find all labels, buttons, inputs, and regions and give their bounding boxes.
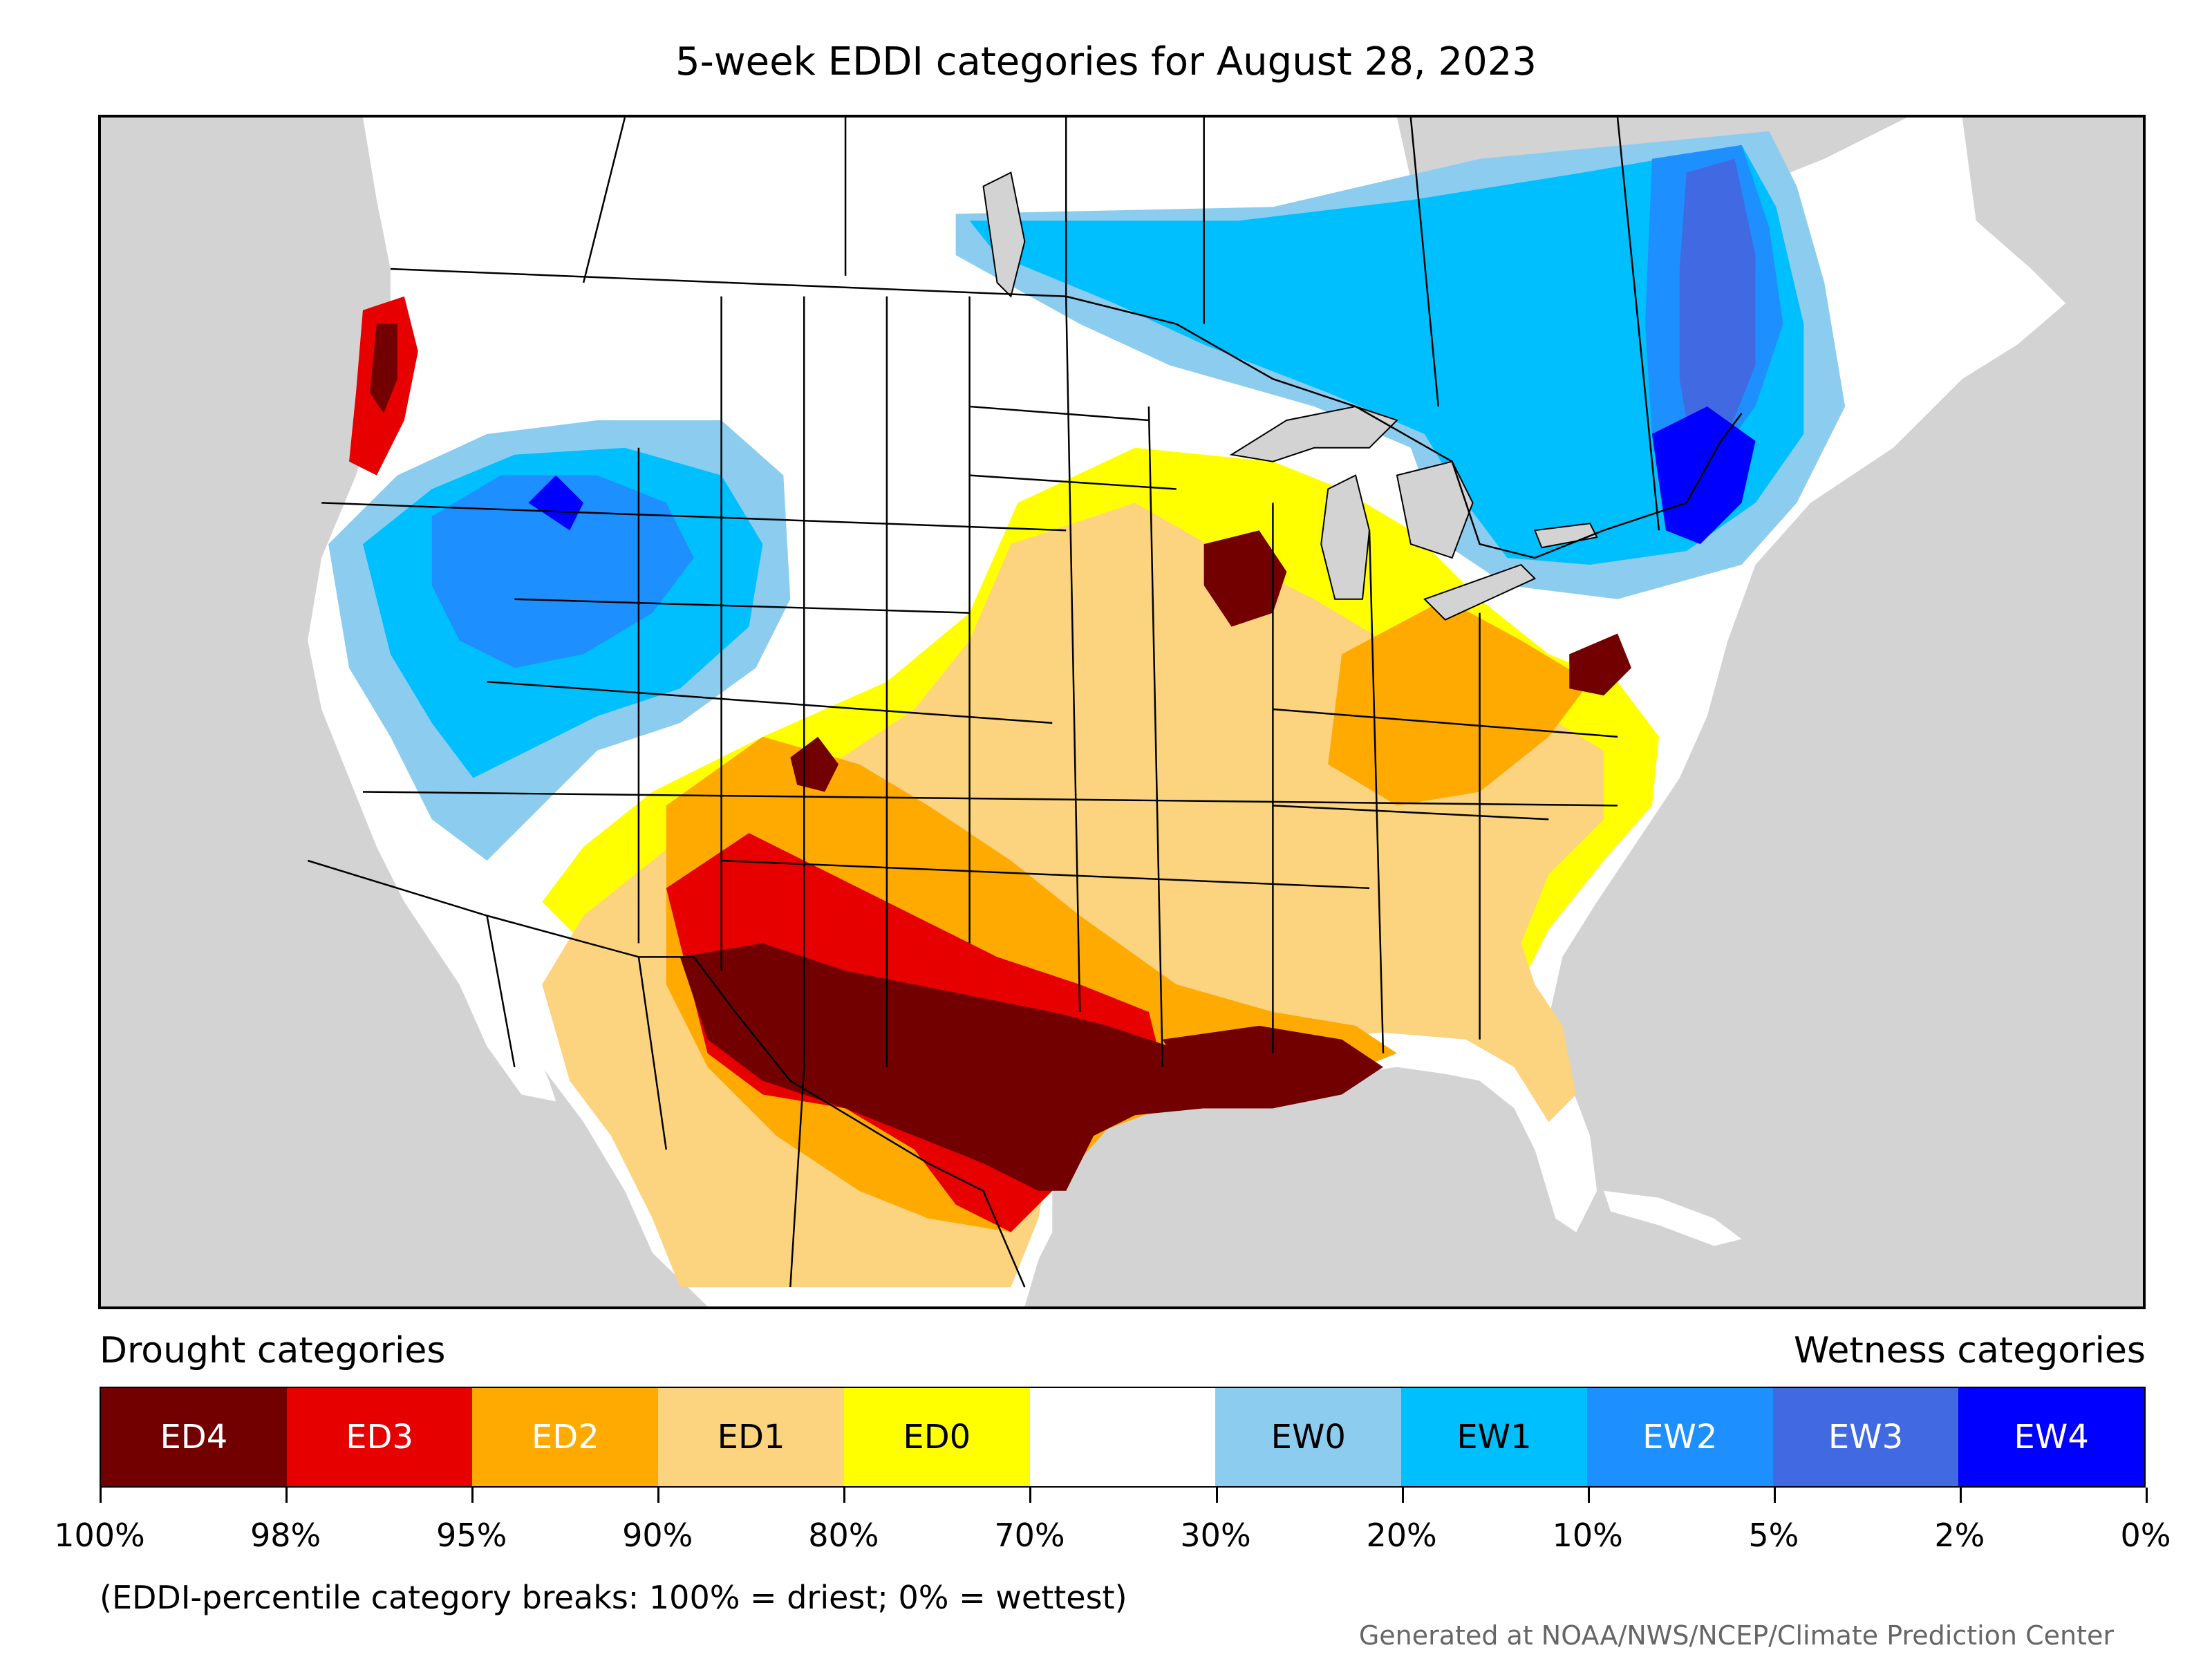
tick-mark xyxy=(471,1488,474,1503)
canada-province-lines xyxy=(582,118,1660,531)
tick-mark xyxy=(1215,1488,1218,1503)
tick-label: 5% xyxy=(1748,1517,1799,1554)
lake-erie xyxy=(1423,563,1537,621)
tick-label: 100% xyxy=(54,1517,145,1554)
credit-line: Generated at NOAA/NWS/NCEP/Climate Predi… xyxy=(1358,1620,2114,1651)
state-lines-horizontal xyxy=(321,405,1618,890)
category-break-note: (EDDI-percentile category breaks: 100% =… xyxy=(100,1579,1127,1616)
category-ed3: ED3 xyxy=(286,1388,473,1486)
category-normal xyxy=(1029,1388,1216,1486)
northeast-canada-ew1 xyxy=(969,144,1804,565)
iowa-ed4 xyxy=(1203,530,1287,627)
texas-ed4 xyxy=(679,943,1287,1191)
tick-mark xyxy=(1029,1488,1032,1503)
quebec-ew3 xyxy=(1679,158,1756,462)
category-ew0: EW0 xyxy=(1215,1388,1402,1486)
drought-categories-label: Drought categories xyxy=(100,1330,446,1371)
tick-label: 70% xyxy=(994,1517,1065,1554)
category-ew4: EW4 xyxy=(1958,1388,2145,1486)
category-ew1: EW1 xyxy=(1401,1388,1587,1486)
state-lines-vertical xyxy=(637,296,1481,1067)
tick-mark xyxy=(100,1488,102,1503)
tick-label: 90% xyxy=(622,1517,693,1554)
boundaries xyxy=(307,118,1743,1288)
category-ed4: ED4 xyxy=(101,1388,287,1486)
lake-ontario xyxy=(1533,523,1598,549)
category-ew3: EW3 xyxy=(1772,1388,1959,1486)
tick-label: 2% xyxy=(1934,1517,1985,1554)
gulf-coast-ed4 xyxy=(1162,1025,1383,1109)
lake-winnipeg xyxy=(982,171,1026,298)
lakes xyxy=(982,171,1598,621)
great-basin-ew2 xyxy=(431,475,694,668)
tick-mark xyxy=(2146,1488,2148,1503)
tick-mark xyxy=(657,1488,660,1503)
maine-ew4 xyxy=(1651,406,1756,545)
tick-label: 0% xyxy=(2120,1517,2171,1554)
us-canada-border xyxy=(390,268,1743,559)
tick-mark xyxy=(843,1488,846,1503)
pacific-northwest-ed4 xyxy=(369,324,397,414)
eddi-map xyxy=(101,118,2066,1306)
category-ew2: EW2 xyxy=(1586,1388,1773,1486)
kansas-ed4 xyxy=(790,736,839,792)
virginia-ed4 xyxy=(1569,633,1632,696)
percentile-ticks: 100% 98% 95% 90% 80% 70% 30% 20% 10% 5% 2% 0% xyxy=(54,1488,2171,1554)
tick-mark xyxy=(1959,1488,1962,1503)
lake-huron xyxy=(1396,460,1474,559)
category-ed1: ED1 xyxy=(658,1388,844,1486)
idaho-ew4 xyxy=(528,475,584,531)
wetness-regions xyxy=(328,131,1846,861)
lake-superior xyxy=(1229,406,1398,462)
ohio-valley-ed2 xyxy=(1328,599,1591,806)
tick-mark xyxy=(285,1488,288,1503)
map-panel xyxy=(98,115,2146,1309)
tick-label: 10% xyxy=(1552,1517,1623,1554)
tick-mark xyxy=(1401,1488,1404,1503)
wetness-categories-label: Wetness categories xyxy=(1794,1330,2146,1371)
category-ed2: ED2 xyxy=(472,1388,659,1486)
us-mexico-border xyxy=(307,859,1026,1288)
tick-label: 30% xyxy=(1180,1517,1251,1554)
tick-label: 98% xyxy=(250,1517,321,1554)
map-title: 5-week EDDI categories for August 28, 20… xyxy=(675,39,1537,84)
tick-label: 95% xyxy=(436,1517,507,1554)
category-ed0: ED0 xyxy=(843,1388,1030,1486)
mexico-state-lines xyxy=(486,915,805,1288)
tick-mark xyxy=(1587,1488,1590,1503)
lake-michigan xyxy=(1320,474,1371,600)
cuba-land xyxy=(1604,1190,1742,1246)
category-colorbar: ED4 ED3 ED2 ED1 ED0 EW0 EW1 EW2 EW3 EW4 xyxy=(100,1387,2146,1488)
tick-label: 80% xyxy=(808,1517,879,1554)
tick-mark xyxy=(1773,1488,1776,1503)
tick-label: 20% xyxy=(1366,1517,1437,1554)
